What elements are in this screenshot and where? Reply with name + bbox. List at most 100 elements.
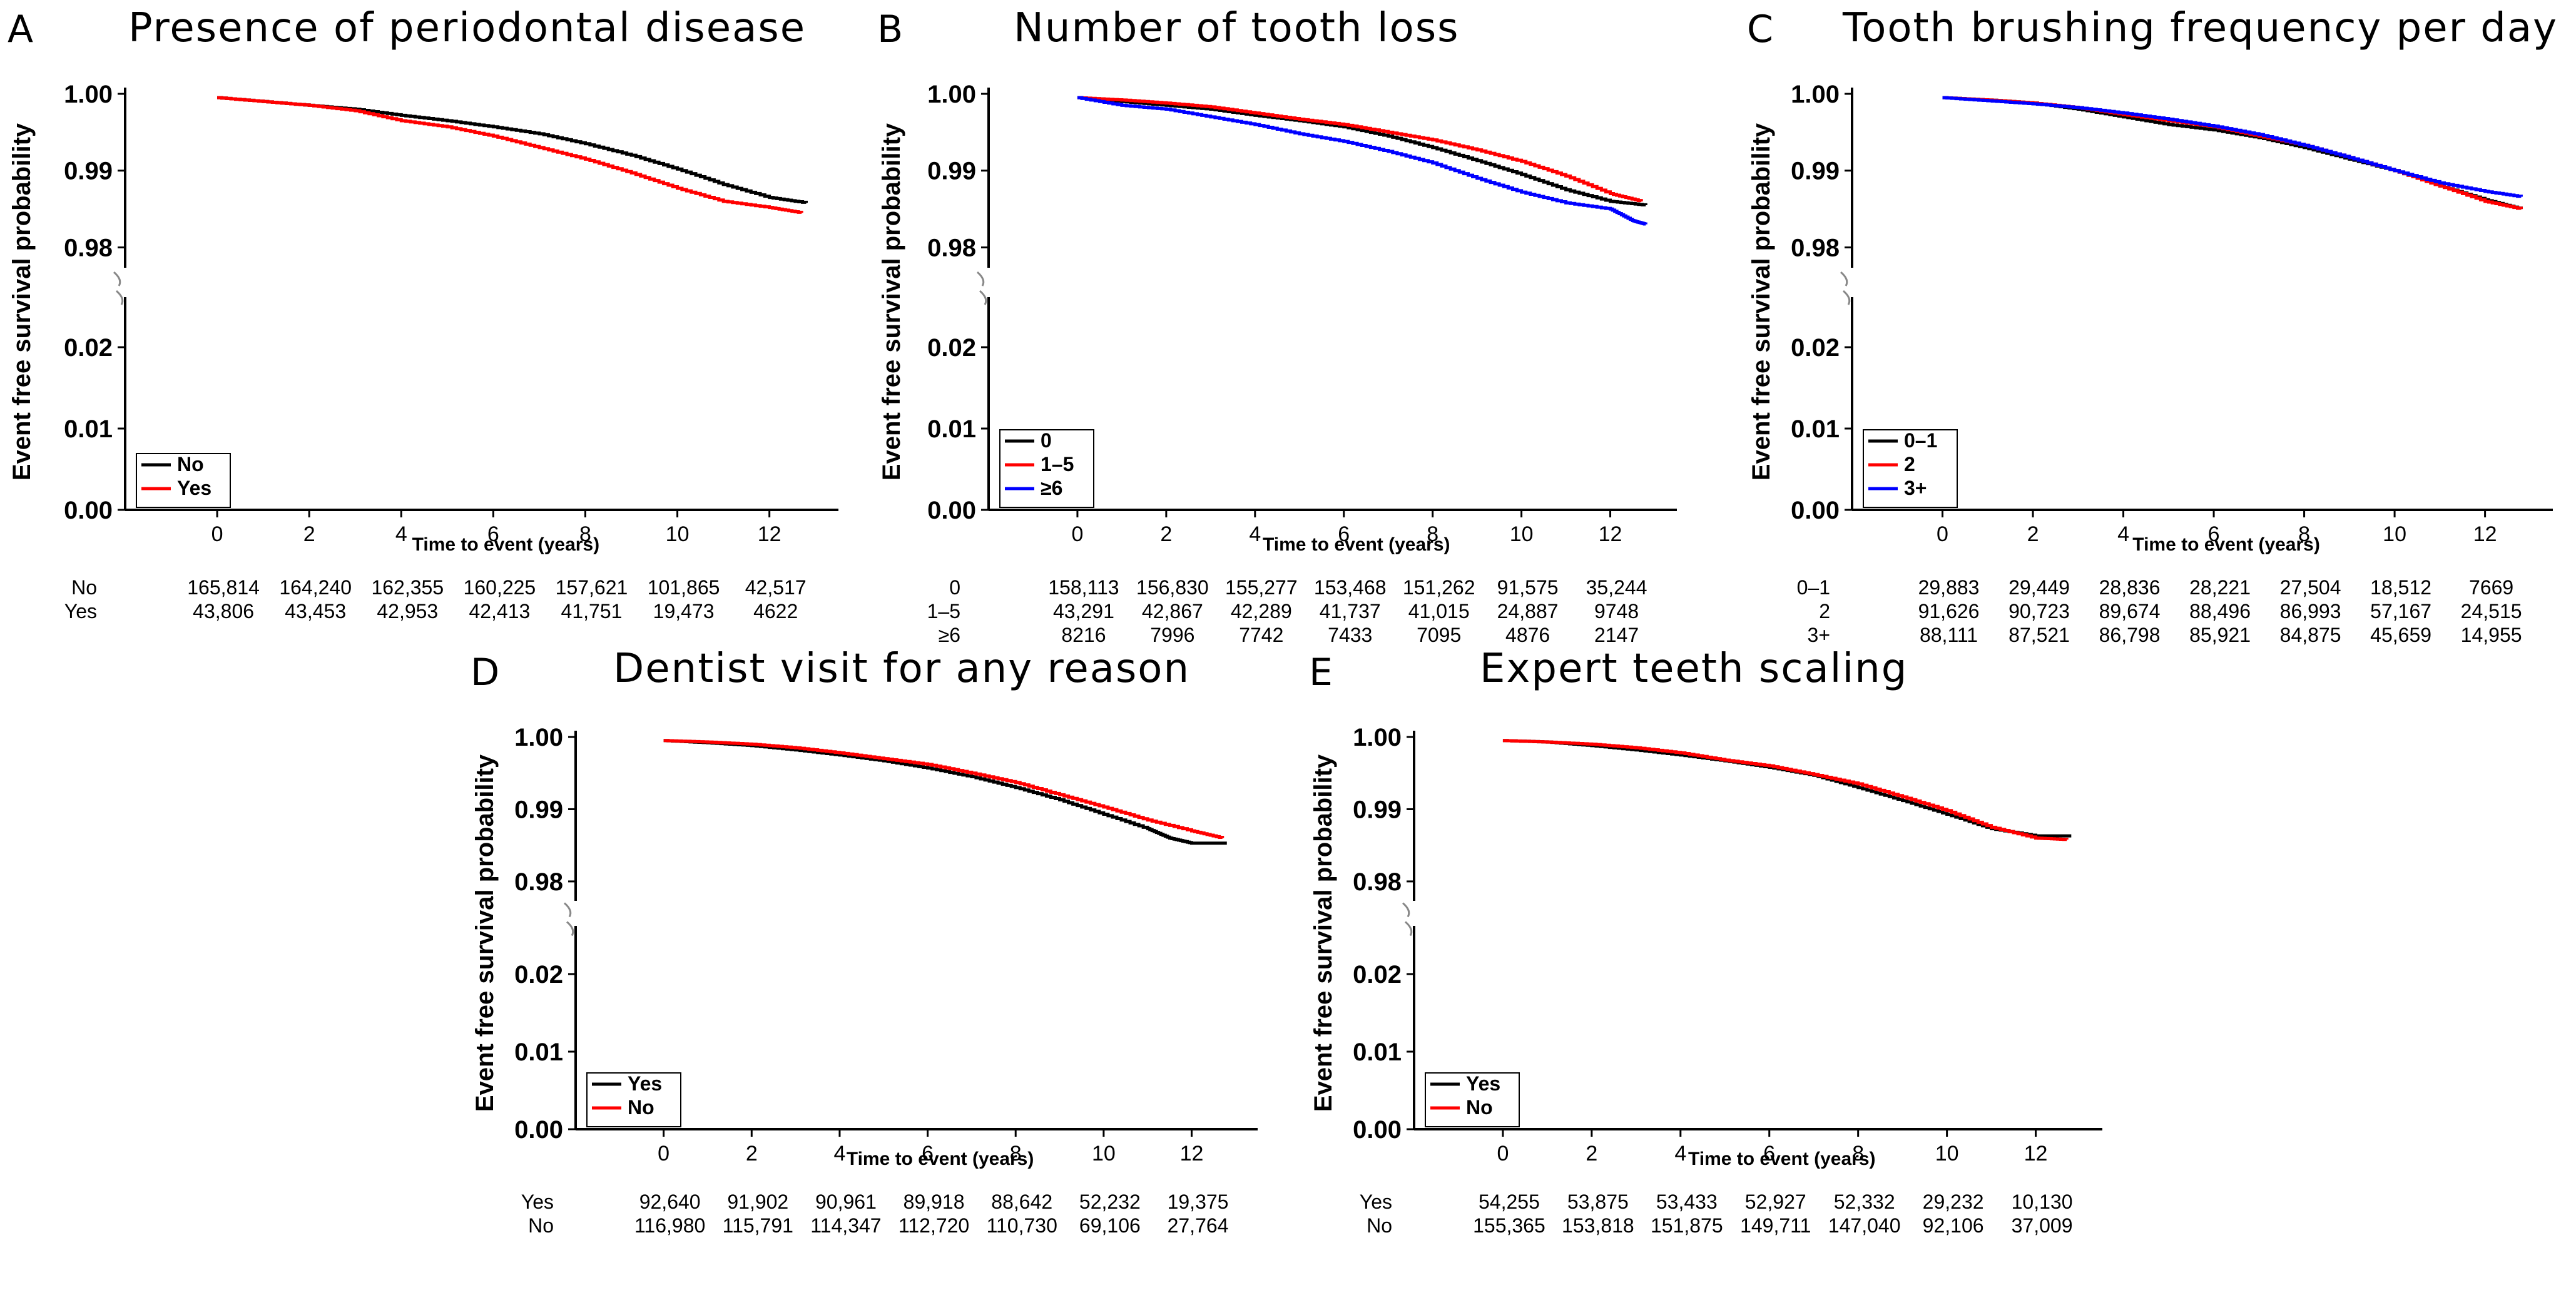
risk-count: 24,887 bbox=[1497, 600, 1559, 622]
panel-letter: E bbox=[1309, 651, 1333, 694]
risk-count: 52,332 bbox=[1834, 1191, 1895, 1213]
x-tick-label: 10 bbox=[1092, 1142, 1116, 1166]
panel-a: A Presence of periodontal disease 1.00 0.… bbox=[0, 0, 863, 644]
legend-box bbox=[999, 429, 1094, 508]
legend-label: No bbox=[1466, 1096, 1493, 1119]
series-line bbox=[1502, 739, 2069, 841]
risk-count: 153,818 bbox=[1562, 1214, 1634, 1237]
y-axis-label: Event free survival probability bbox=[1310, 754, 1337, 1112]
panel-letter: B bbox=[877, 8, 904, 51]
legend-box bbox=[586, 1072, 681, 1127]
legend-label: Yes bbox=[628, 1072, 662, 1095]
legend-label: 3+ bbox=[1904, 477, 1927, 499]
panel-letter: C bbox=[1747, 8, 1773, 51]
x-tick-label: 12 bbox=[758, 522, 781, 546]
risk-row-label: Yes bbox=[521, 1191, 554, 1213]
risk-count: 4622 bbox=[753, 600, 798, 622]
y-tick-label: 1.00 bbox=[1791, 81, 1840, 108]
risk-row-label: 3+ bbox=[1808, 624, 1830, 646]
risk-count: 88,642 bbox=[991, 1191, 1052, 1213]
legend-label: ≥6 bbox=[1041, 477, 1062, 499]
risk-count: 45,659 bbox=[2370, 624, 2431, 646]
y-tick-label: 1.00 bbox=[514, 724, 563, 751]
y-tick-label: 0.01 bbox=[927, 415, 976, 443]
x-tick-label: 4 bbox=[833, 1142, 845, 1166]
risk-count: 87,521 bbox=[2008, 624, 2070, 646]
legend-label: 1–5 bbox=[1041, 453, 1074, 475]
legend-label: 0 bbox=[1041, 429, 1052, 452]
y-tick-label: 0.01 bbox=[64, 415, 113, 443]
risk-count: 90,723 bbox=[2008, 600, 2070, 622]
axis-break-mark bbox=[1840, 271, 1851, 305]
y-tick-label: 0.98 bbox=[1791, 234, 1840, 262]
x-tick-label: 2 bbox=[746, 1142, 758, 1166]
risk-count: 89,674 bbox=[2099, 600, 2161, 622]
risk-count: 19,473 bbox=[653, 600, 715, 622]
x-tick-label: 6 bbox=[2208, 522, 2220, 546]
risk-count: 151,262 bbox=[1403, 576, 1475, 599]
x-tick-label: 0 bbox=[1497, 1142, 1509, 1166]
series-line bbox=[1942, 96, 2523, 198]
legend-label: Yes bbox=[1466, 1072, 1500, 1095]
risk-count: 7996 bbox=[1150, 624, 1194, 646]
risk-row-label: Yes bbox=[64, 600, 97, 622]
x-tick-label: 12 bbox=[2473, 522, 2497, 546]
x-tick-label: 2 bbox=[303, 522, 315, 546]
risk-count: 155,277 bbox=[1225, 576, 1298, 599]
x-tick-label: 8 bbox=[1010, 1142, 1022, 1166]
legend-label: No bbox=[628, 1096, 654, 1119]
risk-count: 28,836 bbox=[2099, 576, 2161, 599]
risk-row-label: 0–1 bbox=[1797, 576, 1830, 599]
y-tick-label: 0.99 bbox=[1791, 158, 1840, 185]
risk-count: 43,806 bbox=[193, 600, 254, 622]
panel-b: B Number of tooth loss 1.00 0.99 0.98 0.02 0… bbox=[870, 0, 1733, 646]
risk-row-label: Yes bbox=[1360, 1191, 1392, 1213]
legend-box bbox=[1425, 1072, 1520, 1127]
risk-count: 115,791 bbox=[723, 1214, 793, 1237]
legend-box bbox=[136, 453, 231, 508]
y-tick-label: 0.01 bbox=[1791, 415, 1840, 443]
x-tick-label: 4 bbox=[1674, 1142, 1686, 1166]
risk-count: 42,867 bbox=[1142, 600, 1203, 622]
km-chart: 1.00 0.99 0.98 0.02 0.01 0.00 0 2 4 6 8 10 12 Time to… bbox=[878, 81, 1677, 646]
x-tick-label: 10 bbox=[666, 522, 690, 546]
risk-count: 89,918 bbox=[904, 1191, 965, 1213]
panel-e: E Expert teeth scaling 1.00 0.99 0.98 0.02 0… bbox=[1301, 644, 2134, 1290]
y-tick-label: 1.00 bbox=[64, 81, 113, 108]
x-tick-label: 0 bbox=[658, 1142, 669, 1166]
legend-label: No bbox=[177, 453, 204, 475]
risk-count: 53,433 bbox=[1656, 1191, 1718, 1213]
risk-count: 35,244 bbox=[1586, 576, 1647, 599]
risk-count: 147,040 bbox=[1828, 1214, 1901, 1237]
risk-count: 69,106 bbox=[1079, 1214, 1141, 1237]
risk-count: 156,830 bbox=[1136, 576, 1209, 599]
x-tick-label: 12 bbox=[1180, 1142, 1204, 1166]
y-tick-label: 0.00 bbox=[1791, 497, 1840, 524]
series-line bbox=[663, 739, 1227, 845]
risk-count: 86,798 bbox=[2099, 624, 2161, 646]
risk-count: 27,764 bbox=[1168, 1214, 1229, 1237]
risk-count: 110,730 bbox=[987, 1214, 1057, 1237]
x-axis-label: Time to event (years) bbox=[1263, 534, 1450, 555]
risk-count: 9748 bbox=[1594, 600, 1639, 622]
series-line bbox=[1942, 96, 2523, 210]
risk-count: 29,449 bbox=[2008, 576, 2070, 599]
risk-count: 28,221 bbox=[2189, 576, 2251, 599]
risk-count: 37,009 bbox=[2012, 1214, 2073, 1237]
y-tick-label: 0.01 bbox=[514, 1039, 563, 1066]
x-tick-label: 12 bbox=[1599, 522, 1622, 546]
km-chart: 1.00 0.99 0.98 0.02 0.01 0.00 0 2 4 6 8 10 12 Time to… bbox=[8, 81, 838, 622]
risk-count: 88,111 bbox=[1920, 624, 1978, 646]
risk-count: 88,496 bbox=[2189, 600, 2251, 622]
y-tick-label: 0.00 bbox=[514, 1116, 563, 1144]
risk-count: 85,921 bbox=[2189, 624, 2251, 646]
series-line bbox=[1077, 96, 1647, 226]
y-tick-label: 0.00 bbox=[927, 497, 976, 524]
legend-label: Yes bbox=[177, 477, 211, 499]
km-chart: 1.00 0.99 0.98 0.02 0.01 0.00 0 2 4 6 8 10 12 Time to… bbox=[1310, 724, 2102, 1237]
y-tick-label: 0.98 bbox=[64, 234, 113, 262]
x-axis-label: Time to event (years) bbox=[2132, 534, 2320, 555]
risk-count: 43,453 bbox=[285, 600, 346, 622]
risk-count: 91,902 bbox=[727, 1191, 788, 1213]
x-tick-label: 10 bbox=[2383, 522, 2406, 546]
